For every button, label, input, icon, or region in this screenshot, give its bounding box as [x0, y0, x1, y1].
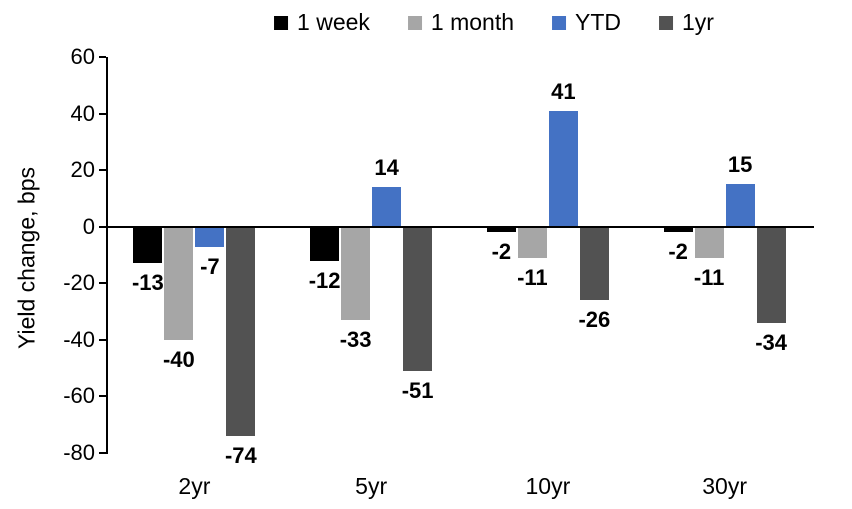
y-tick-mark: [99, 395, 106, 398]
x-category-label: 2yr: [178, 473, 211, 499]
bar-ytd-2yr: [194, 226, 226, 247]
bar-value-label: -11: [693, 264, 725, 290]
bar-1yr-10yr: [578, 226, 610, 301]
y-tick-label: -60: [63, 383, 95, 409]
bar-value-label: -34: [755, 329, 788, 355]
bar-1-week-10yr: [485, 226, 517, 233]
y-tick-mark: [99, 169, 106, 172]
bar-value-label: -2: [668, 239, 688, 265]
legend-label: YTD: [575, 9, 622, 35]
legend-swatch-icon: [552, 15, 567, 30]
bar-1-week-30yr: [662, 226, 694, 233]
bar-ytd-5yr: [371, 187, 403, 227]
bar-1-week-2yr: [132, 226, 164, 264]
bar-value-label: -40: [162, 346, 195, 372]
y-tick-mark: [99, 56, 106, 58]
bar-1-week-5yr: [309, 226, 341, 261]
y-tick-label: 40: [70, 100, 95, 126]
y-tick-label: 0: [82, 213, 95, 239]
legend-item-ytd: YTD: [552, 9, 621, 36]
y-tick-label: -40: [63, 326, 95, 352]
bar-1yr-5yr: [402, 226, 434, 371]
bar-value-label: -33: [339, 327, 372, 353]
y-axis-line: [106, 57, 108, 454]
bar-value-label: 41: [551, 78, 576, 104]
bar-value-label: -11: [517, 264, 548, 290]
bar-1yr-2yr: [225, 226, 257, 437]
bar-value-label: -13: [131, 270, 164, 296]
y-tick-mark: [99, 338, 106, 341]
y-tick-label: -20: [63, 270, 95, 296]
legend-label: 1yr: [682, 9, 714, 35]
bar-ytd-10yr: [547, 110, 579, 227]
legend-label: 1 week: [297, 9, 370, 35]
x-axis-zero-line: [106, 225, 814, 228]
y-tick-mark: [99, 452, 106, 454]
bar-1-month-10yr: [516, 226, 548, 258]
bar-value-label: -2: [491, 239, 512, 265]
bar-value-label: 15: [727, 152, 753, 178]
bar-value-label: -26: [578, 307, 611, 333]
y-tick-mark: [99, 112, 106, 115]
bar-1-month-5yr: [340, 226, 372, 321]
chart-legend: 1 week 1 month YTD 1yr: [274, 9, 714, 36]
y-tick-mark: [99, 225, 106, 228]
legend-label: 1 month: [430, 9, 515, 35]
legend-item-1-month: 1 month: [407, 9, 515, 36]
y-tick-label: -80: [63, 440, 95, 465]
legend-swatch-icon: [274, 15, 289, 30]
bar-value-label: -12: [308, 267, 341, 293]
legend-item-1yr: 1yr: [659, 9, 714, 36]
bar-value-label: 14: [374, 155, 399, 181]
legend-swatch-icon: [407, 15, 422, 30]
bar-1-month-2yr: [163, 226, 195, 340]
y-tick-mark: [99, 282, 106, 285]
y-axis-title: Yield change, bps: [13, 166, 40, 350]
bar-1yr-30yr: [755, 226, 787, 323]
y-tick-label: 20: [70, 157, 95, 183]
bar-ytd-30yr: [724, 184, 756, 227]
y-tick-label: 60: [70, 44, 95, 69]
legend-item-1-week: 1 week: [274, 9, 370, 36]
bar-1-month-30yr: [693, 226, 725, 258]
bar-value-label: -7: [200, 253, 220, 279]
x-category-label: 30yr: [702, 473, 747, 499]
x-category-label: 10yr: [525, 473, 571, 499]
legend-swatch-icon: [659, 15, 674, 30]
bar-value-label: -51: [401, 377, 434, 403]
bar-value-label: -74: [224, 443, 257, 469]
x-category-label: 5yr: [355, 473, 388, 499]
